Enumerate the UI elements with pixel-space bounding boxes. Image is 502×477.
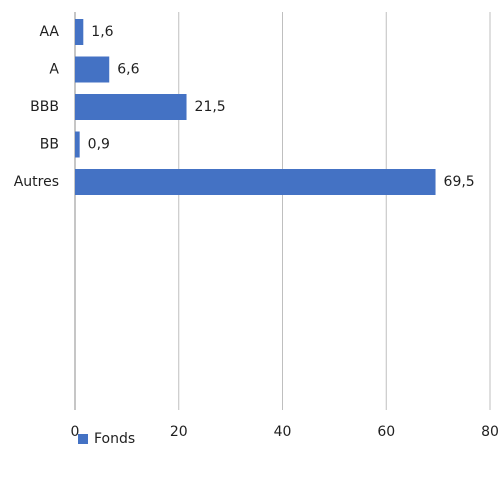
- x-tick-80: 80: [481, 424, 499, 440]
- legend: Fonds: [78, 429, 135, 449]
- category-label-bb: BB: [40, 137, 59, 153]
- x-tick-0: 0: [71, 424, 80, 440]
- bar-aa: [75, 19, 84, 45]
- category-label-aa: AA: [39, 24, 59, 40]
- data-label-aa: 1,6: [91, 24, 113, 40]
- gridlines: [74, 12, 491, 410]
- bar-bb: [75, 131, 80, 158]
- bar-a: [75, 56, 110, 83]
- data-labels: 1,6 6,6 21,5 0,9 69,5: [88, 24, 475, 190]
- legend-label-fonds: Fonds: [94, 431, 136, 447]
- x-tick-40: 40: [274, 424, 292, 440]
- data-label-autres: 69,5: [444, 174, 475, 190]
- legend-swatch-fonds: [78, 434, 88, 444]
- category-label-autres: Autres: [14, 174, 59, 190]
- x-tick-20: 20: [170, 424, 188, 440]
- bars: [75, 19, 436, 195]
- category-label-bbb: BBB: [30, 99, 59, 115]
- data-label-bbb: 21,5: [195, 99, 226, 115]
- bar-autres: [75, 169, 436, 195]
- category-label-a: A: [49, 62, 59, 78]
- x-tick-60: 60: [377, 424, 395, 440]
- x-tick-labels: 0 20 40 60 80: [71, 424, 499, 440]
- data-label-bb: 0,9: [88, 137, 110, 153]
- bar-bbb: [75, 94, 187, 120]
- data-label-a: 6,6: [117, 62, 139, 78]
